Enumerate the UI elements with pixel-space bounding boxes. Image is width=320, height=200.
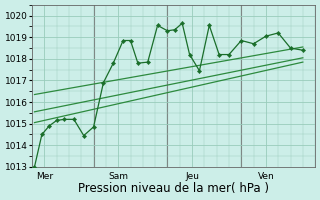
X-axis label: Pression niveau de la mer( hPa ): Pression niveau de la mer( hPa ) xyxy=(78,182,269,195)
